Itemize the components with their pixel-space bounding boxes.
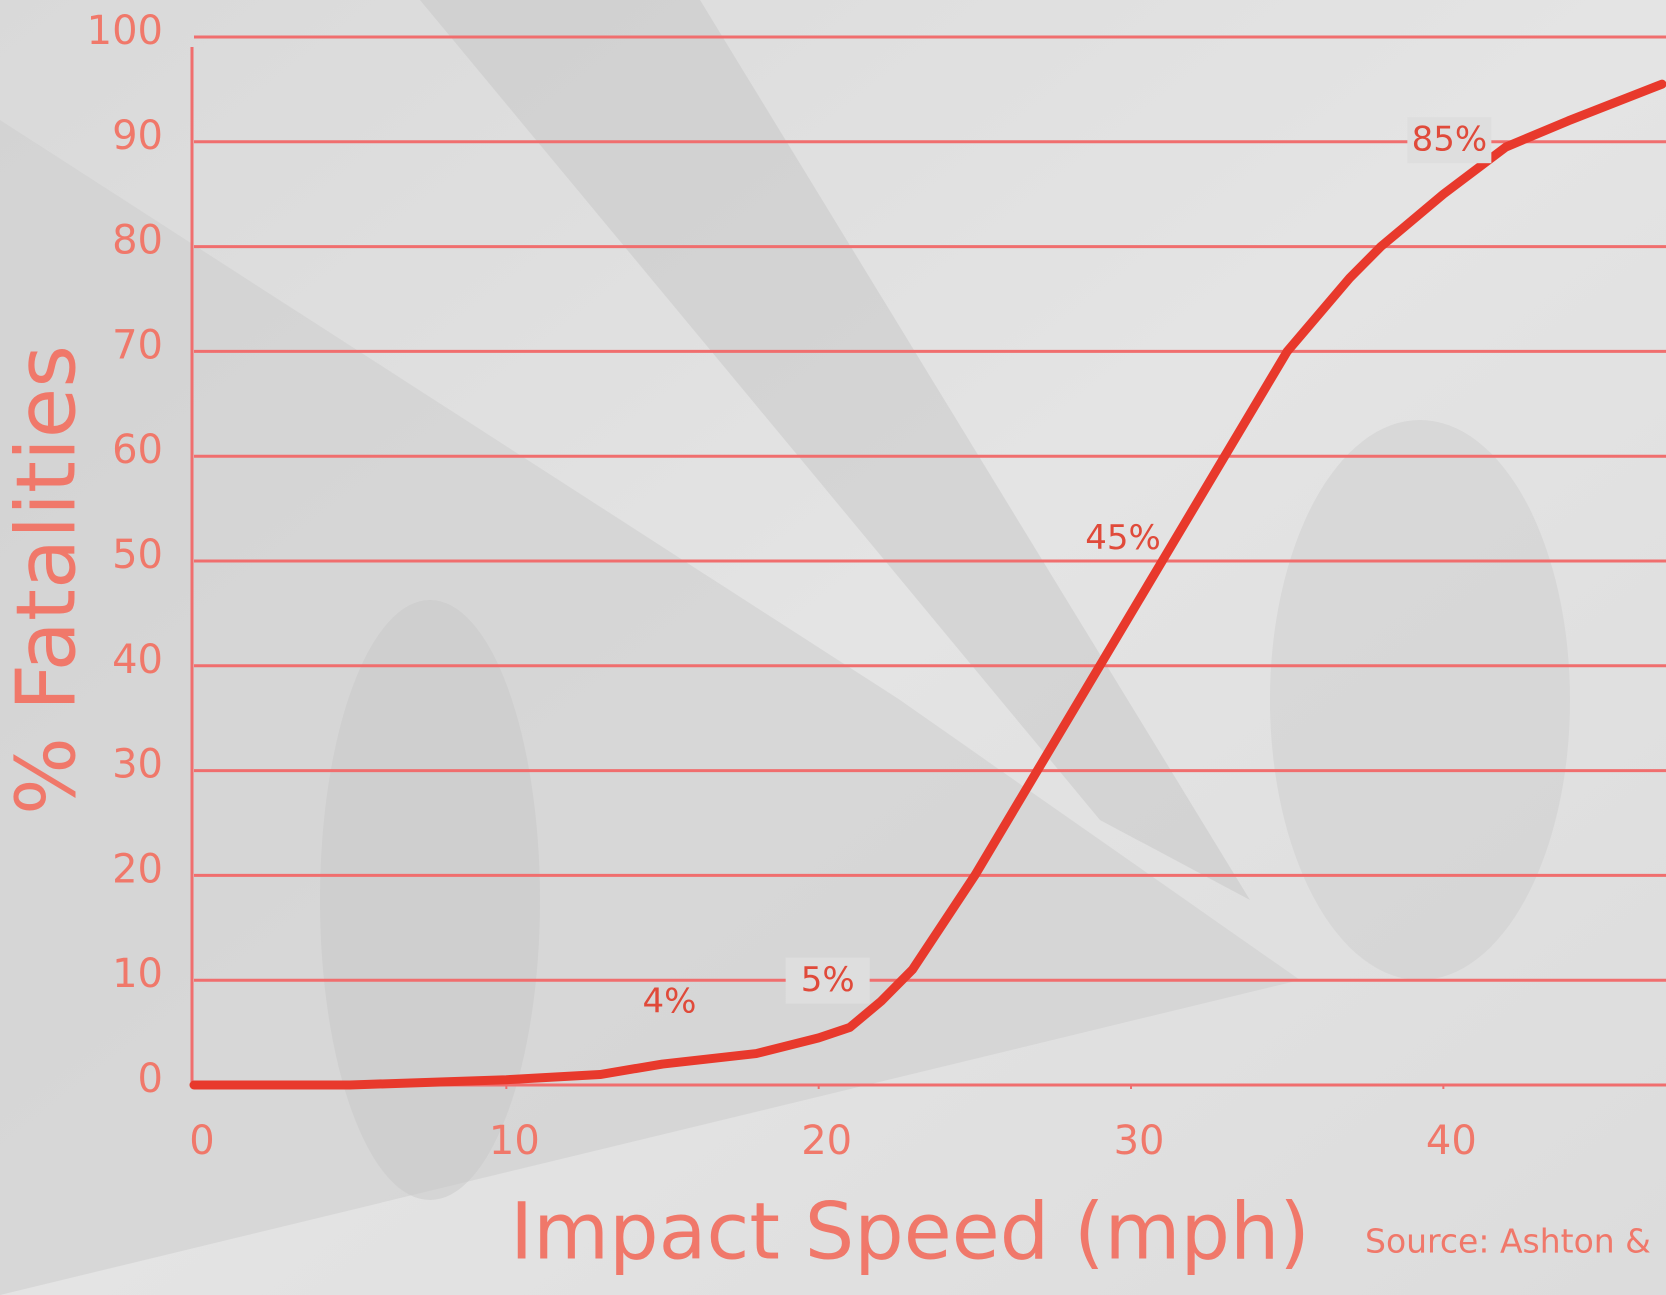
y-axis-title: % Fatalities [0,345,94,815]
value-label: 85% [1412,120,1488,160]
x-tick-label: 40 [1426,1118,1477,1164]
plot: 0 10 20 30 40 50 60 70 80 90 100 0 10 20 30 40 4% 5% 45% 85… [87,8,1666,1164]
label-background [1407,117,1492,164]
background-shape [1270,420,1570,980]
value-label: 4% [643,982,697,1022]
x-tick-label: 20 [801,1118,852,1164]
x-axis-title: Impact Speed (mph) [510,1187,1310,1277]
x-tick-label: 10 [489,1118,540,1164]
background-shape [320,600,540,1200]
background-shape [420,0,1250,900]
y-tick-label: 90 [112,113,163,159]
y-tick-label: 50 [112,532,163,578]
x-tick-label: 30 [1114,1118,1165,1164]
label-background [785,957,870,1004]
y-tick-label: 20 [112,846,163,892]
y-tick-label: 60 [112,427,163,473]
source-note: Source: Ashton & [1365,1222,1651,1261]
y-tick-label: 30 [112,742,163,788]
background-shape [0,120,1300,1295]
y-tick-label: 0 [138,1056,163,1102]
value-label: 45% [1085,518,1161,558]
value-label: 5% [801,960,855,1000]
y-tick-label: 70 [112,322,163,368]
data-line [189,79,1666,1090]
y-tick-label: 10 [112,951,163,997]
x-tick-label: 0 [189,1118,214,1164]
y-tick-label: 100 [87,8,163,54]
y-tick-label: 80 [112,218,163,264]
y-tick-label: 40 [112,637,163,683]
